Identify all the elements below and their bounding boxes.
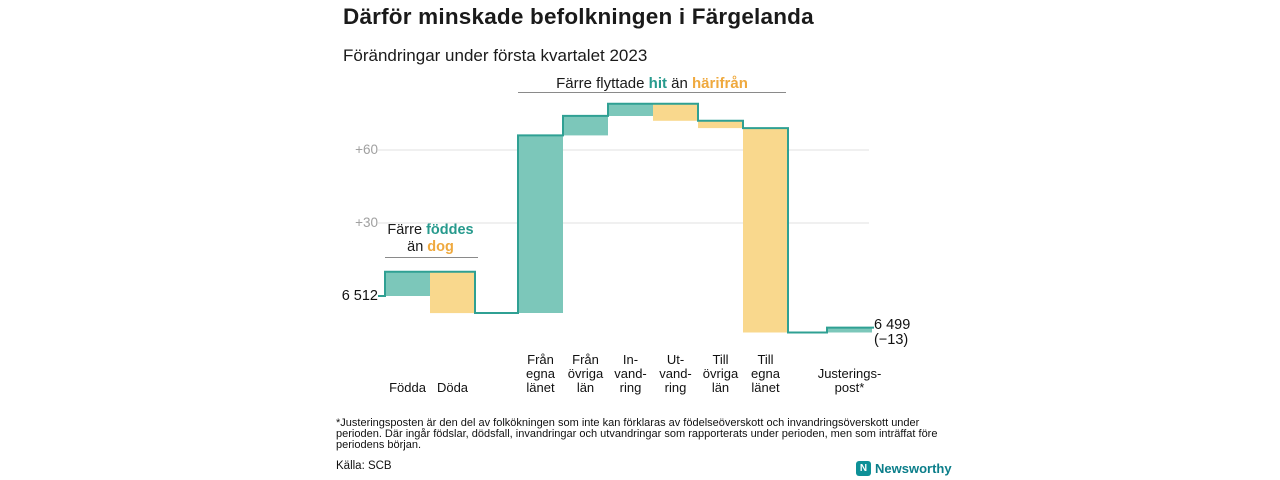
waterfall-bar-6 — [698, 120, 743, 129]
waterfall-step-line — [378, 102, 874, 334]
annotation-births: Färre föddes än dog — [360, 222, 501, 255]
waterfall-bar-5 — [653, 103, 698, 121]
waterfall-bar-2 — [518, 135, 563, 313]
annotation-moves-mid: än — [666, 75, 693, 92]
end-value: 6 499 — [874, 317, 911, 333]
annotation-births-highlight-foddes: föddes — [426, 222, 474, 238]
category-label-8: Justerings-post* — [817, 366, 882, 395]
annotation-moves-pre: Färre flyttade — [556, 75, 649, 92]
waterfall-bar-0 — [385, 271, 430, 296]
category-label-4: In-vand-ring — [614, 352, 647, 395]
annotation-births-underline — [385, 257, 478, 258]
category-label-0: Födda — [389, 380, 426, 395]
category-label-1: Döda — [436, 380, 469, 395]
category-label-3: Från övriga län — [567, 352, 604, 395]
chart-title: Därför minskade befolkningen i Färgeland… — [343, 4, 814, 29]
waterfall-bar-1 — [430, 271, 475, 314]
category-label-6: Till övriga län — [702, 352, 739, 395]
chart-subtitle: Förändringar under första kvartalet 2023 — [343, 46, 648, 65]
annotation-births-mid: än — [407, 238, 428, 255]
category-label-2: Från egna länet — [526, 352, 555, 395]
waterfall-bar-8 — [827, 327, 872, 333]
source-attribution: Källa: SCB — [336, 460, 392, 472]
waterfall-bar-3 — [563, 115, 608, 136]
newsworthy-n-icon: N — [856, 461, 871, 476]
y-axis-tick-label: +60 — [355, 142, 378, 157]
y-axis-tick-label: +30 — [355, 215, 378, 230]
annotation-births-highlight-dog: dog — [427, 238, 454, 255]
annotation-births-pre: Färre — [387, 222, 427, 238]
annotation-moves-underline — [518, 92, 786, 93]
annotation-moves: Färre flyttade hit än härifrån — [502, 75, 802, 92]
category-label-7: Till egna länet — [751, 352, 780, 395]
newsworthy-wordmark: Newsworthy — [875, 461, 952, 476]
newsworthy-logo: N Newsworthy — [856, 461, 952, 476]
annotation-moves-highlight-harifran: härifrån — [692, 75, 748, 92]
start-value-label: 6 512 — [341, 288, 378, 304]
end-value-label: 6 499 (−13) — [874, 318, 910, 348]
category-label-5: Ut-vand-ring — [659, 352, 692, 395]
footnote: *Justeringsposten är den del av folkökni… — [336, 417, 938, 451]
waterfall-bar-4 — [608, 103, 653, 116]
net-change-value: (−13) — [874, 332, 909, 348]
waterfall-bar-7 — [743, 128, 788, 333]
annotation-moves-highlight-hit: hit — [648, 75, 667, 92]
